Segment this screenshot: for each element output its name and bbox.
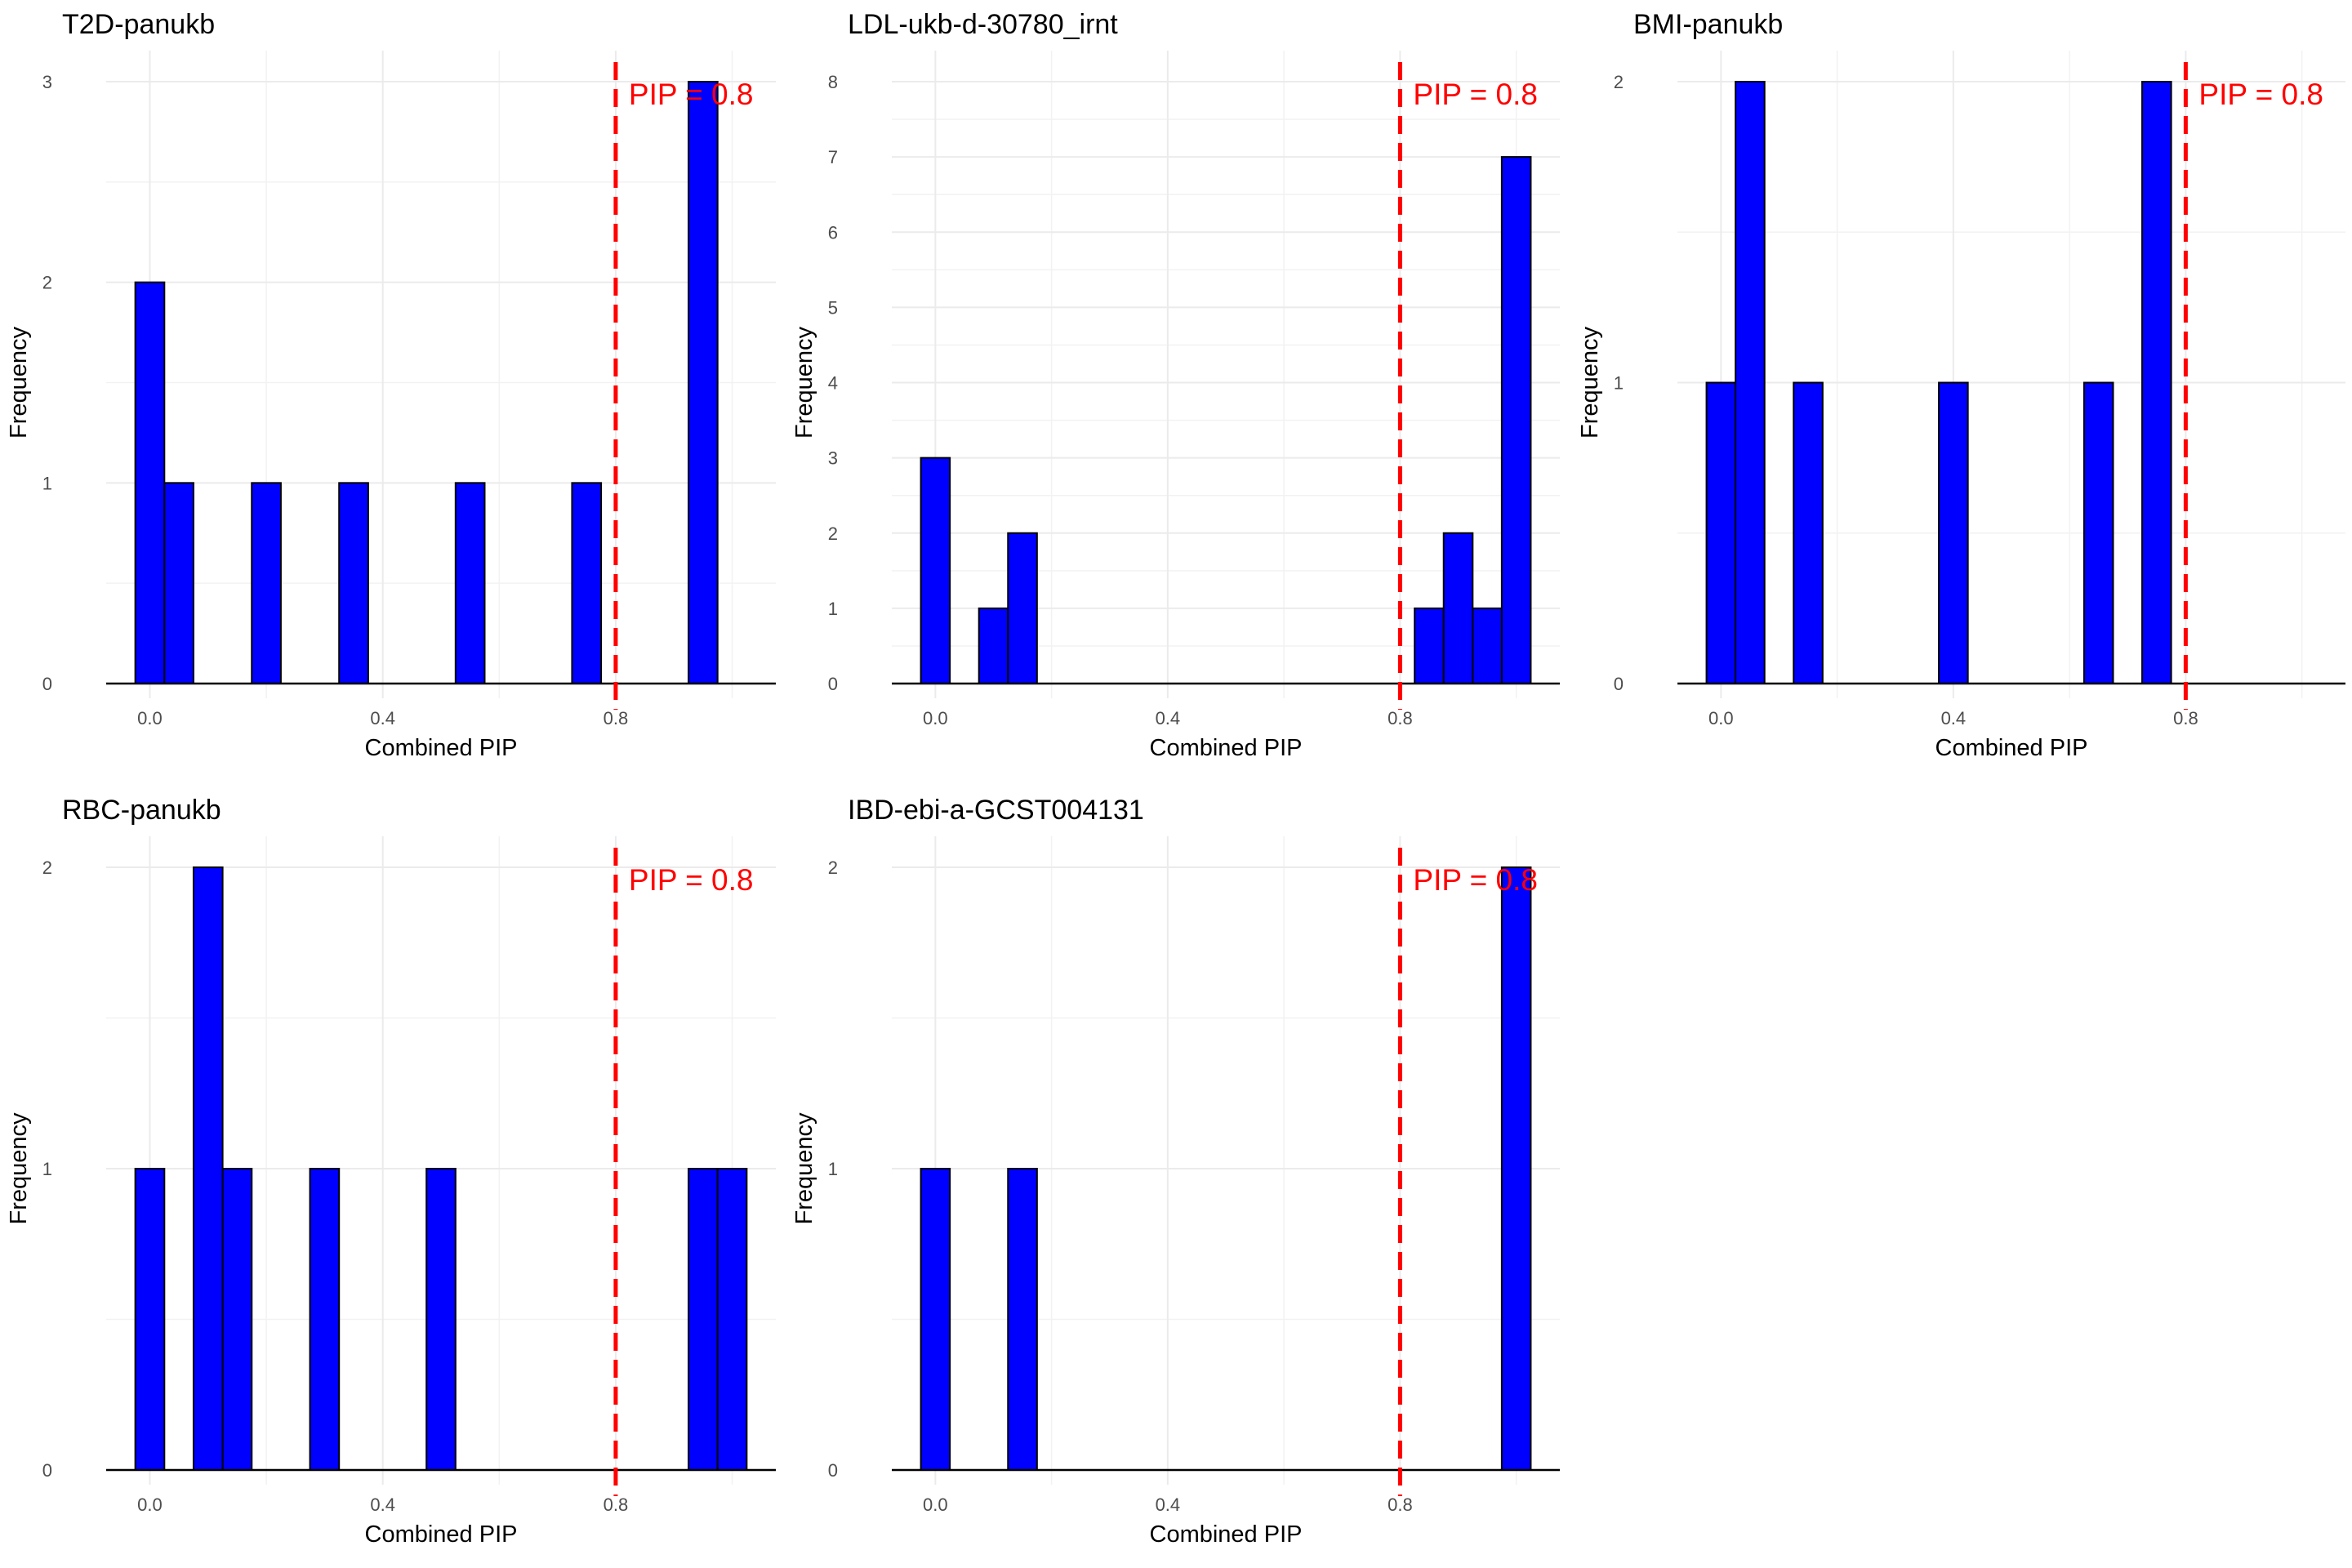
y-axis-label: Frequency xyxy=(1577,326,1603,439)
x-axis-label: Combined PIP xyxy=(1936,735,2088,761)
histogram-panel-1: PIP = 0.8 0.0 0.4 0.8 0 1 2 3 Combined PIP Freque… xyxy=(6,9,776,761)
x-tick-label: 0.0 xyxy=(923,708,948,728)
y-tick-label: 1 xyxy=(828,599,838,619)
histogram-bar xyxy=(1414,607,1445,684)
histogram-bar xyxy=(251,482,282,684)
histogram-bar xyxy=(1442,532,1474,684)
pip-threshold-label: PIP = 0.8 xyxy=(2198,78,2323,111)
pip-threshold-label: PIP = 0.8 xyxy=(629,78,754,111)
x-axis-label: Combined PIP xyxy=(1150,1521,1303,1548)
y-tick-label: 1 xyxy=(1614,373,1624,394)
pip-threshold-label: PIP = 0.8 xyxy=(629,863,754,897)
y-tick-label: 0 xyxy=(42,674,52,694)
histogram-bar xyxy=(134,1168,166,1471)
histogram-bar xyxy=(1500,866,1532,1471)
histogram-bar xyxy=(1793,381,1824,684)
histogram-bar xyxy=(1472,607,1503,684)
y-axis-label: Frequency xyxy=(6,1112,32,1225)
y-axis-label: Frequency xyxy=(6,326,32,439)
panel-title: T2D-panukb xyxy=(62,9,215,40)
y-tick-label: 1 xyxy=(42,473,52,493)
y-tick-label: 1 xyxy=(828,1159,838,1179)
y-tick-label: 3 xyxy=(828,448,838,469)
histogram-panel-3: PIP = 0.8 0.0 0.4 0.8 0 1 2 Combined PIP Frequen… xyxy=(1577,9,2345,761)
histogram-bar xyxy=(1705,381,1737,684)
histogram-bar xyxy=(920,1168,951,1471)
histogram-bar xyxy=(1938,381,1969,684)
histogram-bar xyxy=(2082,381,2114,684)
y-tick-label: 7 xyxy=(828,147,838,167)
histogram-bar xyxy=(192,866,224,1471)
histogram-panel-2: PIP = 0.8 0.0 0.4 0.8 0 1 2 3 4 5 6 7 8 Combined PIP F… xyxy=(791,9,1560,761)
y-tick-label: 0 xyxy=(1614,674,1624,694)
y-tick-label: 2 xyxy=(828,858,838,878)
x-tick-label: 0.8 xyxy=(604,708,629,728)
x-tick-label: 0.8 xyxy=(604,1494,629,1515)
panel-title: RBC-panukb xyxy=(62,795,221,826)
histogram-panel-5: PIP = 0.8 0.0 0.4 0.8 0 1 2 Combined PIP Frequen… xyxy=(791,795,1560,1548)
y-tick-label: 6 xyxy=(828,222,838,243)
x-axis-label: Combined PIP xyxy=(1150,735,1303,761)
histogram-bar xyxy=(1500,156,1532,684)
histogram-bar xyxy=(134,281,166,684)
y-axis-label: Frequency xyxy=(791,1112,817,1225)
histogram-bar xyxy=(1735,81,1766,684)
y-tick-label: 0 xyxy=(828,1460,838,1481)
y-tick-label: 0 xyxy=(828,674,838,694)
histogram-bar xyxy=(688,81,719,684)
x-tick-label: 0.0 xyxy=(923,1494,948,1515)
y-tick-label: 2 xyxy=(1614,72,1624,92)
histogram-bar xyxy=(163,482,194,684)
histogram-bar xyxy=(716,1168,748,1471)
y-tick-label: 1 xyxy=(42,1159,52,1179)
y-tick-label: 3 xyxy=(42,72,52,92)
x-tick-label: 0.4 xyxy=(1156,708,1181,728)
panel-title: LDL-ukb-d-30780_irnt xyxy=(848,9,1118,40)
x-tick-label: 0.8 xyxy=(1388,708,1413,728)
histogram-bar xyxy=(571,482,603,684)
histogram-bar xyxy=(978,607,1009,684)
pip-threshold-label: PIP = 0.8 xyxy=(1413,863,1538,897)
x-tick-label: 0.4 xyxy=(1156,1494,1181,1515)
histogram-bar xyxy=(1007,1168,1038,1471)
histogram-bar xyxy=(454,482,486,684)
x-tick-label: 0.4 xyxy=(370,708,395,728)
histogram-bar xyxy=(309,1168,341,1471)
panel-title: IBD-ebi-a-GCST004131 xyxy=(848,795,1144,826)
y-axis-label: Frequency xyxy=(791,326,817,439)
y-tick-label: 2 xyxy=(828,523,838,544)
x-tick-label: 0.0 xyxy=(1708,708,1734,728)
histogram-bar xyxy=(920,457,951,684)
histogram-bar xyxy=(2141,81,2172,684)
y-tick-label: 0 xyxy=(42,1460,52,1481)
histogram-bar xyxy=(425,1168,457,1471)
y-tick-label: 2 xyxy=(42,273,52,293)
histogram-bar xyxy=(338,482,369,684)
x-tick-label: 0.4 xyxy=(1941,708,1967,728)
histogram-panel-4: PIP = 0.8 0.0 0.4 0.8 0 1 2 Combined PIP Frequen… xyxy=(6,795,776,1548)
x-tick-label: 0.8 xyxy=(2173,708,2198,728)
x-tick-label: 0.4 xyxy=(370,1494,395,1515)
histogram-bar xyxy=(221,1168,253,1471)
histogram-bar xyxy=(1007,532,1038,684)
y-tick-label: 2 xyxy=(42,858,52,878)
panel-title: BMI-panukb xyxy=(1633,9,1783,40)
y-tick-label: 5 xyxy=(828,297,838,318)
x-axis-label: Combined PIP xyxy=(365,735,518,761)
x-axis-label: Combined PIP xyxy=(365,1521,518,1548)
histogram-bar xyxy=(688,1168,719,1471)
x-tick-label: 0.0 xyxy=(137,708,163,728)
x-tick-label: 0.8 xyxy=(1388,1494,1413,1515)
pip-threshold-label: PIP = 0.8 xyxy=(1413,78,1538,111)
x-tick-label: 0.0 xyxy=(137,1494,163,1515)
y-tick-label: 8 xyxy=(828,72,838,92)
y-tick-label: 4 xyxy=(828,373,838,394)
